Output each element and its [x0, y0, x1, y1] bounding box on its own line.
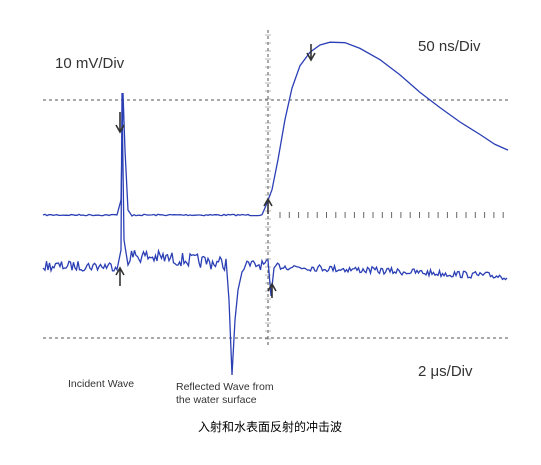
lower-trace [42, 92, 508, 376]
caption: 入射和水表面反射的冲击波 [198, 419, 342, 434]
time-scale: 2 μs/Div [418, 363, 473, 380]
label: Incident Wave [68, 378, 134, 390]
tick-row [265, 34, 504, 340]
time-scale: 50 ns/Div [418, 38, 481, 55]
arrow [267, 282, 277, 298]
arrow [115, 266, 125, 286]
upper-trace [42, 41, 509, 217]
arrow [115, 112, 125, 134]
vertical-scale: 10 mV/Div [55, 55, 125, 72]
label: the water surface [176, 394, 257, 406]
label: Reflected Wave from [176, 381, 274, 393]
arrow [306, 44, 316, 62]
arrow [263, 197, 273, 214]
